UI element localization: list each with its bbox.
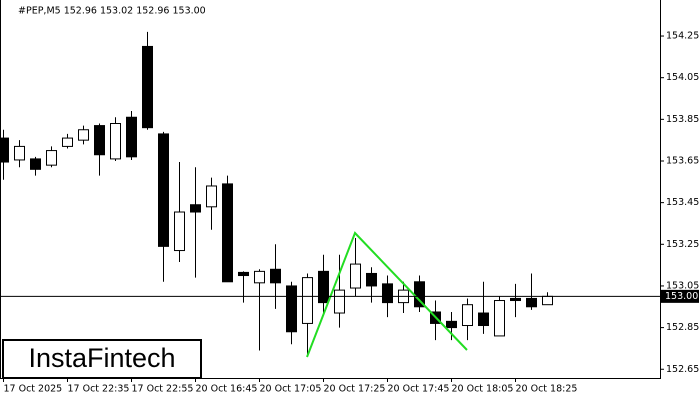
- x-tick-label: 20 Oct 17:05: [260, 384, 322, 395]
- candle-body: [14, 145, 25, 161]
- current-price-label: 153.00: [665, 291, 698, 302]
- candle-body: [446, 320, 457, 329]
- candle-body: [94, 125, 105, 156]
- y-tick-label: 153.45: [666, 197, 699, 208]
- candle-body: [350, 263, 361, 289]
- candle-body: [222, 183, 233, 283]
- candle-body: [286, 285, 297, 333]
- candle-body: [478, 312, 489, 327]
- candle-body: [318, 270, 329, 304]
- candle-body: [526, 297, 537, 308]
- y-tick-label: 153.85: [666, 114, 699, 125]
- candle-body: [494, 300, 505, 337]
- candle-body: [142, 45, 153, 129]
- candle-body: [382, 283, 393, 304]
- x-tick-label: 20 Oct 16:45: [196, 384, 258, 395]
- watermark: InstaFintech: [28, 343, 175, 373]
- y-tick-label: 152.85: [666, 322, 699, 333]
- watermark-box: [2, 339, 202, 379]
- x-tick-label: 17 Oct 22:35: [68, 384, 130, 395]
- y-tick-label: 154.25: [666, 31, 699, 42]
- x-tick-label: 20 Oct 17:45: [388, 384, 450, 395]
- candle-body: [190, 204, 201, 213]
- candle-body: [174, 211, 185, 252]
- candle-body: [206, 185, 217, 208]
- chart-title: #PEP,M5 152.96 153.02 152.96 153.00: [18, 6, 206, 17]
- y-tick-label: 153.65: [666, 155, 699, 166]
- x-tick-label: 17 Oct 22:55: [132, 384, 194, 395]
- y-tick-label: 152.65: [666, 364, 699, 375]
- y-tick-label: 154.05: [666, 72, 699, 83]
- candle-body: [302, 277, 313, 324]
- candle-body: [62, 137, 73, 147]
- candle-body: [126, 116, 137, 158]
- candle-body: [30, 158, 41, 170]
- candle-body: [270, 268, 281, 284]
- candles: [0, 31, 553, 357]
- candle-body: [366, 272, 377, 287]
- candle-body: [46, 150, 57, 166]
- y-tick-label: 153.25: [666, 239, 699, 250]
- pattern-line: [306, 231, 468, 358]
- candle-body: [158, 133, 169, 247]
- x-tick-label: 17 Oct 2025: [4, 384, 63, 395]
- candle-body: [254, 270, 265, 284]
- candle-body: [462, 304, 473, 327]
- x-tick-label: 20 Oct 18:25: [516, 384, 578, 395]
- x-tick-label: 20 Oct 18:05: [452, 384, 514, 395]
- candle-body: [0, 137, 9, 163]
- candle-body: [542, 295, 553, 306]
- candle-body: [510, 297, 521, 302]
- y-tick-label: 153.05: [666, 280, 699, 291]
- current-price-box: [661, 289, 699, 303]
- candle-body: [334, 289, 345, 314]
- candle-body: [110, 123, 121, 160]
- candle-body: [78, 129, 89, 141]
- x-tick-label: 20 Oct 17:25: [324, 384, 386, 395]
- candle-body: [238, 271, 249, 277]
